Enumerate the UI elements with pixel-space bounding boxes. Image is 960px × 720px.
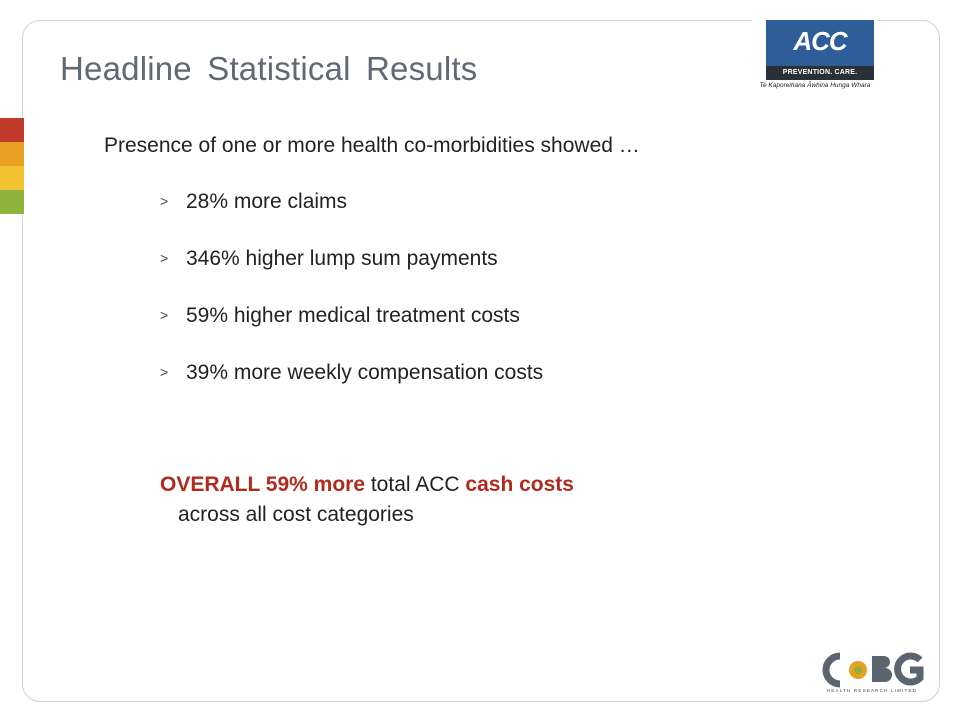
- color-tabs: [0, 118, 24, 214]
- color-tab-yellow: [0, 166, 24, 190]
- bullet-item: >346% higher lump sum payments: [160, 247, 543, 304]
- acc-logo-mark: ACC: [793, 26, 847, 56]
- intro-text: Presence of one or more health co-morbid…: [104, 134, 640, 157]
- bullet-text: 28% more claims: [186, 190, 348, 213]
- overall-cash-costs: cash costs: [465, 473, 574, 496]
- bullet-text: 59% higher medical treatment costs: [186, 304, 520, 327]
- bullet-item: >39% more weekly compensation costs: [160, 361, 543, 418]
- overall-summary: OVERALL 59% more total ACC cash costs ac…: [160, 470, 574, 530]
- cbg-logo-mark: [822, 652, 924, 688]
- bullet-text: 346% higher lump sum payments: [186, 247, 498, 270]
- chevron-right-icon: >: [160, 193, 169, 209]
- overall-plain: total ACC: [365, 473, 466, 496]
- cbg-logo-subtitle: HEALTH RESEARCH LIMITED: [827, 688, 917, 693]
- chevron-right-icon: >: [160, 307, 169, 323]
- bullet-text: 39% more weekly compensation costs: [186, 361, 544, 384]
- bullet-item: >28% more claims: [160, 190, 543, 247]
- color-tab-green: [0, 190, 24, 214]
- cbg-logo: HEALTH RESEARCH LIMITED: [822, 652, 924, 693]
- color-tab-orange: [0, 142, 24, 166]
- acc-logo-block: [766, 20, 874, 66]
- acc-logo-tagline: PREVENTION. CARE. RECOVERY.: [766, 66, 874, 90]
- overall-line-1: OVERALL 59% more total ACC cash costs: [160, 470, 574, 500]
- acc-logo-maori-text: Te Kaporeihana Āwhina Hunga Whara: [759, 82, 871, 89]
- overall-line-2: across all cost categories: [178, 503, 414, 526]
- bullet-item: >59% higher medical treatment costs: [160, 304, 543, 361]
- color-tab-red: [0, 118, 24, 142]
- bullet-list: >28% more claims >346% higher lump sum p…: [160, 190, 543, 418]
- overall-highlight: OVERALL 59% more: [160, 473, 366, 496]
- chevron-right-icon: >: [160, 250, 169, 266]
- chevron-right-icon: >: [160, 364, 169, 380]
- slide-title: Headline Statistical Results: [60, 50, 478, 87]
- acc-logo: ACC PREVENTION. CARE. RECOVERY. Te Kapor…: [752, 20, 878, 100]
- slide-frame: [22, 20, 940, 702]
